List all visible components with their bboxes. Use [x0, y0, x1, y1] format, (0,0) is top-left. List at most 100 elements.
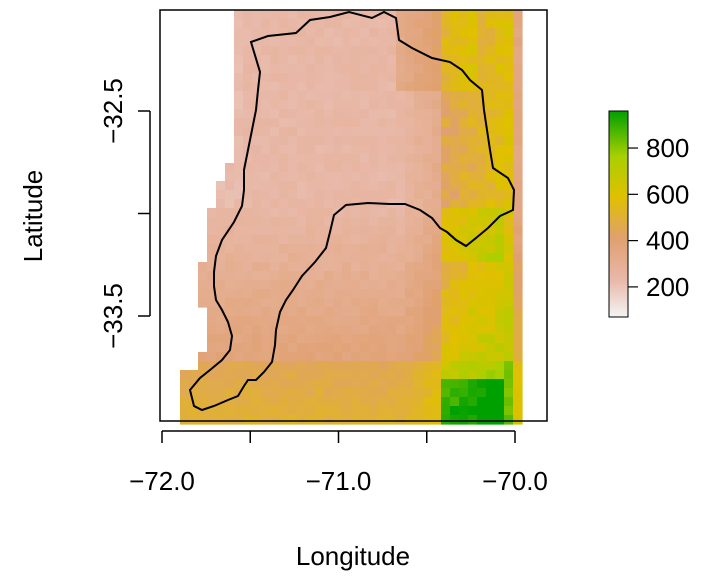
raster-cell — [351, 307, 361, 317]
raster-cell — [423, 262, 433, 272]
raster-cell — [459, 109, 469, 119]
raster-cell — [432, 334, 442, 344]
raster-cell — [432, 262, 442, 272]
raster-cell — [396, 19, 406, 29]
raster-cell — [459, 361, 469, 371]
raster-cell — [360, 262, 370, 272]
raster-cell — [243, 28, 253, 38]
raster-cell — [243, 154, 253, 164]
raster-cell — [369, 280, 379, 290]
raster-cell — [360, 271, 370, 281]
raster-cell — [513, 379, 523, 389]
raster-cell — [261, 163, 271, 173]
raster-cell — [243, 289, 253, 299]
raster-cell — [270, 208, 280, 218]
raster-cell — [441, 298, 451, 308]
raster-cell — [306, 343, 316, 353]
raster-cell — [288, 235, 298, 245]
raster-cell — [297, 307, 307, 317]
raster-cell — [396, 289, 406, 299]
raster-cell — [513, 325, 523, 335]
raster-cell — [360, 253, 370, 263]
raster-cell — [360, 19, 370, 29]
raster-cell — [324, 46, 334, 56]
raster-cell — [468, 289, 478, 299]
raster-cell — [288, 145, 298, 155]
raster-cell — [504, 190, 514, 200]
raster-cell — [234, 316, 244, 326]
raster-cell — [360, 127, 370, 137]
raster-cell — [333, 118, 343, 128]
raster-cell — [432, 46, 442, 56]
raster-cell — [225, 199, 235, 209]
raster-cell — [270, 325, 280, 335]
raster-cell — [207, 217, 217, 227]
raster-cell — [234, 415, 244, 425]
raster-cell — [333, 352, 343, 362]
raster-cell — [270, 253, 280, 263]
raster-cell — [450, 46, 460, 56]
raster-cell — [297, 262, 307, 272]
raster-cell — [450, 190, 460, 200]
raster-cell — [351, 82, 361, 92]
raster-cell — [342, 397, 352, 407]
raster-cell — [423, 379, 433, 389]
raster-cell — [342, 82, 352, 92]
raster-cell — [306, 280, 316, 290]
raster-cell — [324, 208, 334, 218]
raster-cell — [270, 352, 280, 362]
raster-cell — [504, 64, 514, 74]
raster-cell — [306, 28, 316, 38]
raster-cell — [252, 334, 262, 344]
raster-cell — [513, 55, 523, 65]
raster-cell — [252, 271, 262, 281]
raster-cell — [279, 370, 289, 380]
raster-cell — [216, 208, 226, 218]
raster-cell — [216, 397, 226, 407]
raster-cell — [486, 199, 496, 209]
raster-cell — [297, 226, 307, 236]
raster-cell — [234, 379, 244, 389]
raster-cell — [405, 379, 415, 389]
raster-cell — [378, 82, 388, 92]
raster-cell — [387, 271, 397, 281]
raster-cell — [423, 406, 433, 416]
raster-cell — [288, 298, 298, 308]
raster-cell — [414, 28, 424, 38]
raster-cell — [315, 298, 325, 308]
raster-cell — [396, 163, 406, 173]
raster-cell — [261, 19, 271, 29]
raster-cell — [459, 280, 469, 290]
raster-cell — [495, 10, 505, 20]
raster-cell — [387, 181, 397, 191]
raster-cell — [351, 28, 361, 38]
raster-cell — [450, 163, 460, 173]
raster-cell — [486, 280, 496, 290]
raster-cell — [378, 127, 388, 137]
raster-cell — [495, 397, 505, 407]
raster-cell — [234, 10, 244, 20]
raster-cell — [459, 163, 469, 173]
raster-cell — [306, 64, 316, 74]
raster-cell — [234, 109, 244, 119]
raster-cell — [459, 154, 469, 164]
raster-cell — [351, 289, 361, 299]
raster-cell — [405, 109, 415, 119]
raster-cell — [243, 235, 253, 245]
raster-cell — [414, 163, 424, 173]
raster-cell — [441, 352, 451, 362]
raster-cell — [441, 181, 451, 191]
raster-cell — [486, 208, 496, 218]
raster-cell — [504, 19, 514, 29]
raster-cell — [405, 208, 415, 218]
raster-cell — [306, 307, 316, 317]
raster-cell — [513, 388, 523, 398]
raster-cell — [207, 397, 217, 407]
raster-cell — [252, 136, 262, 146]
raster-cell — [513, 28, 523, 38]
raster-cell — [261, 352, 271, 362]
raster-cell — [369, 262, 379, 272]
raster-cell — [369, 190, 379, 200]
raster-cell — [333, 406, 343, 416]
raster-cell — [468, 388, 478, 398]
